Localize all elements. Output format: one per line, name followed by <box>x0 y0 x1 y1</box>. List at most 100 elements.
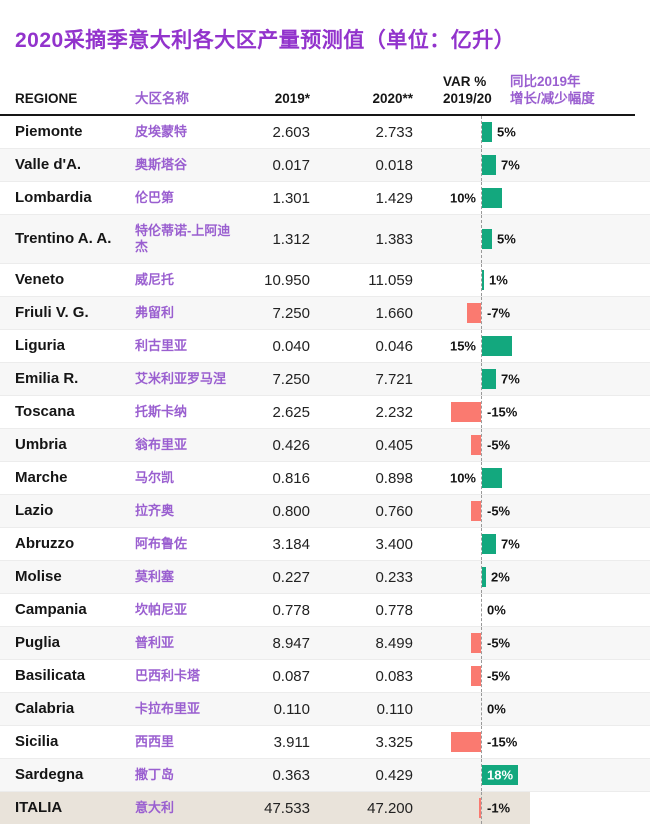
region-name-cn: 西西里 <box>135 734 175 750</box>
region-name-cn: 奥斯塔谷 <box>135 157 188 173</box>
value-2020: 7.721 <box>375 370 413 388</box>
var-chart-cell: 5% <box>413 215 650 263</box>
value-2020: 11.059 <box>368 271 413 289</box>
var-chart-cell: 2% <box>413 561 650 593</box>
value-2020: 1.660 <box>375 304 413 322</box>
var-bar-positive <box>482 567 486 587</box>
table-row: Marche 马尔凯 0.816 0.898 10% <box>0 462 650 495</box>
var-percent-label: 5% <box>497 231 516 247</box>
axis-line <box>481 462 482 494</box>
var-bar-positive <box>482 534 496 554</box>
table-row: Sardegna 撒丁岛 0.363 0.429 18% <box>0 759 650 792</box>
region-name-cn: 艾米利亚罗马涅 <box>135 371 227 387</box>
value-2020: 0.760 <box>375 502 413 520</box>
table-row: Basilicata 巴西利卡塔 0.087 0.083 -5% <box>0 660 650 693</box>
value-2019: 0.778 <box>272 601 310 619</box>
value-2020: 8.499 <box>375 634 413 652</box>
axis-line <box>481 759 482 791</box>
var-bar-positive <box>482 229 492 249</box>
value-2020: 2.232 <box>375 403 413 421</box>
axis-line <box>481 264 482 296</box>
region-label: Sicilia <box>15 733 59 750</box>
region-label: Molise <box>15 568 62 585</box>
region-label: Emilia R. <box>15 370 79 387</box>
region-label: Puglia <box>15 634 61 651</box>
var-percent-label: -15% <box>487 734 518 750</box>
table-row: Molise 莫利塞 0.227 0.233 2% <box>0 561 650 594</box>
var-percent-label: 7% <box>501 536 520 552</box>
var-bar-negative <box>471 666 481 686</box>
header-2019: 2019* <box>274 91 310 107</box>
var-chart-cell: 7% <box>413 363 650 395</box>
var-bar-negative <box>471 501 481 521</box>
var-chart-cell: -5% <box>413 429 650 461</box>
table-row: Toscana 托斯卡纳 2.625 2.232 -15% <box>0 396 650 429</box>
var-bar-positive <box>482 188 502 208</box>
region-name-cn: 马尔凯 <box>135 470 175 486</box>
axis-line <box>481 330 482 362</box>
var-chart-cell: 15% <box>413 330 650 362</box>
axis-line <box>481 660 482 692</box>
var-percent-label: 0% <box>487 602 506 618</box>
value-2019: 3.184 <box>272 535 310 553</box>
value-2019: 8.947 <box>272 634 310 652</box>
axis-line <box>481 561 482 593</box>
region-label: Calabria <box>15 700 75 717</box>
value-2019: 47.533 <box>264 799 310 817</box>
table-row: Campania 坎帕尼亚 0.778 0.778 0% <box>0 594 650 627</box>
var-bar-positive <box>482 122 492 142</box>
var-bar-positive <box>482 369 496 389</box>
table-body: Piemonte 皮埃蒙特 2.603 2.733 5% Valle d'A. 奥斯塔谷 0.… <box>0 116 650 824</box>
axis-line <box>481 396 482 428</box>
value-2019: 0.227 <box>272 568 310 586</box>
table-row: Lazio 拉齐奥 0.800 0.760 -5% <box>0 495 650 528</box>
region-label: Sardegna <box>15 766 84 783</box>
axis-line <box>481 726 482 758</box>
axis-line <box>481 693 482 725</box>
table-row: Sicilia 西西里 3.911 3.325 -15% <box>0 726 650 759</box>
var-percent-label: 2% <box>491 569 510 585</box>
value-2019: 1.312 <box>272 230 310 248</box>
var-percent-label: 10% <box>449 470 476 486</box>
region-label: Abruzzo <box>15 535 75 552</box>
region-name-cn: 拉齐奥 <box>135 503 175 519</box>
var-percent-label: 15% <box>449 338 476 354</box>
var-chart-cell: 7% <box>413 528 650 560</box>
var-percent-label: 0% <box>487 701 506 717</box>
region-name-cn: 弗留利 <box>135 305 175 321</box>
axis-line <box>481 429 482 461</box>
axis-line <box>481 116 482 148</box>
var-bar-positive <box>482 336 512 356</box>
var-bar-negative <box>479 798 481 818</box>
axis-line <box>481 792 482 824</box>
var-percent-label: -5% <box>487 635 511 651</box>
region-name-cn: 皮埃蒙特 <box>135 124 188 140</box>
header-var: VAR % 2019/20 同比2019年 增长/减少幅度 <box>413 72 635 108</box>
region-label: Friuli V. G. <box>15 304 89 321</box>
table-row: Valle d'A. 奥斯塔谷 0.017 0.018 7% <box>0 149 650 182</box>
value-2019: 2.603 <box>272 123 310 141</box>
region-name-cn: 伦巴第 <box>135 190 175 206</box>
var-bar-positive <box>482 270 484 290</box>
region-label: Liguria <box>15 337 66 354</box>
var-percent-label: -15% <box>487 404 518 420</box>
axis-line <box>481 627 482 659</box>
value-2020: 0.429 <box>375 766 413 784</box>
table-row: Puglia 普利亚 8.947 8.499 -5% <box>0 627 650 660</box>
value-2019: 0.800 <box>272 502 310 520</box>
value-2019: 0.087 <box>272 667 310 685</box>
table-row: Friuli V. G. 弗留利 7.250 1.660 -7% <box>0 297 650 330</box>
region-name-cn: 阿布鲁佐 <box>135 536 188 552</box>
var-bar-negative <box>471 633 481 653</box>
var-chart-cell: 0% <box>413 594 650 626</box>
value-2020: 0.405 <box>375 436 413 454</box>
axis-line <box>481 495 482 527</box>
var-chart-cell: 5% <box>413 116 650 148</box>
value-2019: 1.301 <box>272 189 310 207</box>
table-row: Liguria 利古里亚 0.040 0.046 15% <box>0 330 650 363</box>
value-2019: 0.017 <box>272 156 310 174</box>
var-percent-label: 1% <box>489 272 508 288</box>
value-2019: 7.250 <box>272 370 310 388</box>
value-2019: 0.426 <box>272 436 310 454</box>
var-chart-cell: -5% <box>413 495 650 527</box>
